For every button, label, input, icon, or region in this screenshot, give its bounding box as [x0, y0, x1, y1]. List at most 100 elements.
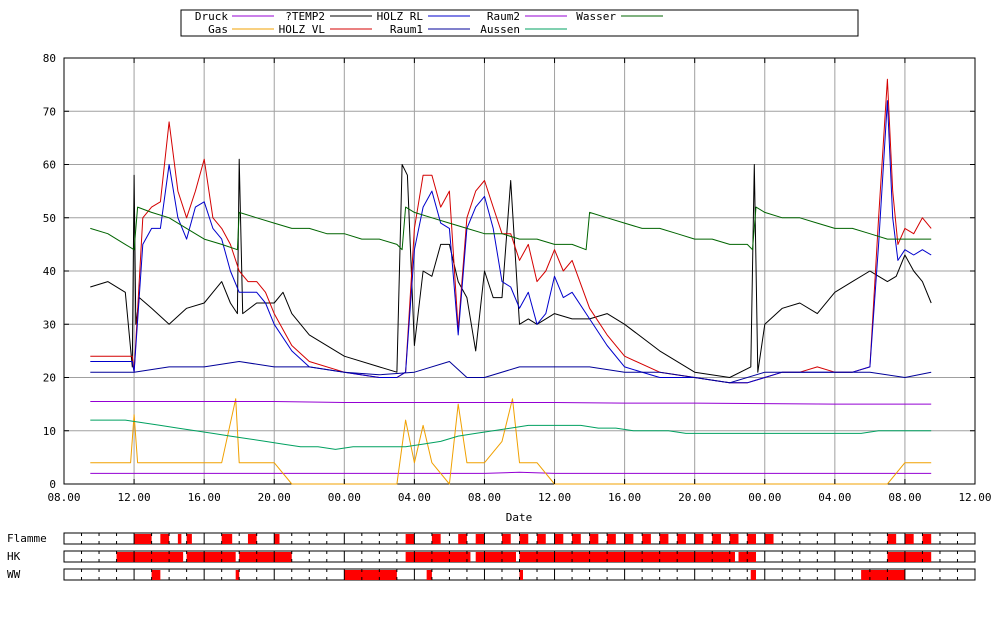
strip-on-interval — [177, 534, 182, 544]
legend-label: Aussen — [480, 23, 520, 36]
x-tick-label: 16.00 — [608, 491, 641, 504]
strip-on-interval — [677, 534, 686, 544]
strip-on-interval — [519, 552, 735, 562]
strip-on-interval — [712, 534, 721, 544]
series-layer — [90, 78, 932, 485]
series-line-wasser — [90, 206, 932, 251]
x-tick-label: 12.00 — [538, 491, 571, 504]
x-tick-label: 08.00 — [47, 491, 80, 504]
strip-on-interval — [861, 570, 905, 580]
y-tick-label: 30 — [43, 318, 56, 331]
x-tick-label: 12.00 — [118, 491, 151, 504]
strip-on-interval — [694, 534, 704, 544]
strip-on-interval — [221, 534, 233, 544]
strip-on-interval — [151, 570, 161, 580]
y-tick-label: 0 — [49, 478, 56, 491]
strip-on-interval — [738, 552, 757, 562]
x-tick-label: 20.00 — [258, 491, 291, 504]
strip-on-interval — [519, 534, 529, 544]
strip-on-interval — [458, 534, 467, 544]
series-line-raum2 — [90, 401, 932, 405]
strip-on-interval — [554, 534, 564, 544]
strip-on-interval — [235, 570, 240, 580]
strip-on-interval — [186, 534, 192, 544]
strip-on-interval — [887, 534, 897, 544]
x-tick-label: 00.00 — [748, 491, 781, 504]
strip-on-interval — [659, 534, 669, 544]
strip-on-interval — [607, 534, 616, 544]
x-tick-label: 08.00 — [888, 491, 921, 504]
y-tick-label: 80 — [43, 52, 56, 65]
strip-on-interval — [274, 534, 280, 544]
status-strip-ww: WW — [7, 568, 976, 581]
legend-label: HOLZ RL — [377, 10, 424, 23]
strip-on-interval — [344, 570, 397, 580]
strip-on-interval — [247, 534, 257, 544]
strip-on-interval — [624, 534, 634, 544]
strip-on-interval — [426, 570, 432, 580]
y-tick-label: 20 — [43, 372, 56, 385]
x-tick-label: 16.00 — [188, 491, 221, 504]
strip-on-interval — [116, 552, 184, 562]
strip-on-interval — [887, 552, 932, 562]
strip-on-interval — [922, 534, 932, 544]
series-line-druck — [90, 471, 932, 474]
series-line-temp2 — [90, 158, 932, 378]
legend-label: Raum1 — [390, 23, 423, 36]
x-tick-label: 08.00 — [468, 491, 501, 504]
strip-on-interval — [475, 552, 516, 562]
status-strip-hk: HK — [7, 550, 976, 563]
series-line-aussen — [90, 419, 932, 450]
status-strips: Flamme HK WW — [7, 532, 976, 581]
x-tick-label: 00.00 — [328, 491, 361, 504]
grid — [64, 58, 975, 484]
x-tick-label: 04.00 — [818, 491, 851, 504]
strip-on-interval — [475, 534, 485, 544]
strip-on-interval — [501, 534, 511, 544]
y-tick-label: 10 — [43, 425, 56, 438]
strip-label: WW — [7, 568, 21, 581]
strip-on-interval — [537, 534, 546, 544]
strip-on-interval — [239, 552, 292, 562]
x-axis-label: Date — [506, 511, 533, 524]
strip-on-interval — [642, 534, 651, 544]
legend-label: Gas — [208, 23, 228, 36]
x-axis: 08.00 12.00 16.00 20.00 00.00 04.00 08.00 12.00… — [47, 58, 992, 504]
strip-on-interval — [134, 534, 152, 544]
strip-on-interval — [750, 570, 757, 580]
status-strip-flamme: Flamme — [7, 532, 976, 545]
strip-label: HK — [7, 550, 21, 563]
strip-on-interval — [764, 534, 774, 544]
strip-on-interval — [572, 534, 581, 544]
legend-label: Raum2 — [487, 10, 520, 23]
strip-on-interval — [904, 534, 914, 544]
series-line-holz-vl — [90, 78, 932, 384]
strip-on-interval — [160, 534, 170, 544]
y-tick-label: 60 — [43, 159, 56, 172]
strip-on-interval — [519, 570, 524, 580]
legend-label: ?TEMP2 — [285, 10, 325, 23]
legend-label: Druck — [195, 10, 228, 23]
x-tick-label: 04.00 — [398, 491, 431, 504]
strip-on-interval — [747, 534, 757, 544]
strip-on-interval — [431, 534, 441, 544]
series-line-gas — [90, 398, 932, 485]
strip-label: Flamme — [7, 532, 47, 545]
strip-on-interval — [405, 534, 415, 544]
strip-on-interval — [729, 534, 739, 544]
strip-on-interval — [186, 552, 236, 562]
strip-on-interval — [405, 552, 471, 562]
legend-label: Wasser — [576, 10, 616, 23]
y-tick-label: 40 — [43, 265, 56, 278]
x-tick-label: 20.00 — [678, 491, 711, 504]
legend-box — [180, 9, 859, 37]
x-tick-label: 12.00 — [958, 491, 991, 504]
legend-label: HOLZ VL — [279, 23, 326, 36]
y-tick-label: 50 — [43, 212, 56, 225]
y-axis: 0 10 20 30 40 50 60 70 80 — [43, 52, 975, 491]
series-line-raum1 — [90, 361, 932, 384]
y-tick-label: 70 — [43, 105, 56, 118]
strip-on-interval — [589, 534, 599, 544]
